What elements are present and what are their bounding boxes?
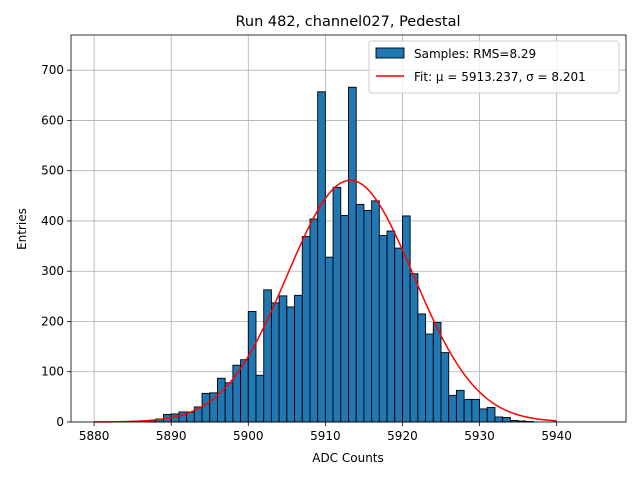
chart-title: Run 482, channel027, Pedestal	[235, 14, 460, 30]
y-axis-ticks: 0 100 200 300 400 500 600 700	[41, 63, 71, 429]
y-tick-label: 700	[41, 63, 64, 77]
x-axis-ticks: 5880 5890 5900 5910 5920 5930 5940	[79, 422, 572, 443]
histogram-bar	[409, 273, 419, 423]
x-tick-label: 5890	[156, 429, 187, 443]
legend-box	[368, 40, 620, 94]
legend-label-fit: Fit: μ = 5913.237, σ = 8.201	[414, 70, 586, 84]
y-tick-label: 300	[41, 264, 64, 278]
histogram-bar	[448, 394, 457, 423]
histogram-bar	[471, 398, 480, 423]
y-tick-label: 400	[41, 214, 64, 228]
x-tick-label: 5900	[233, 429, 264, 443]
histogram-bar	[355, 203, 365, 423]
histogram-bar	[425, 333, 434, 423]
y-tick-label: 0	[56, 415, 64, 429]
x-axis-label: ADC Counts	[312, 451, 384, 465]
y-tick-label: 500	[41, 164, 64, 178]
histogram-bar	[247, 310, 257, 423]
legend-label-histogram: Samples: RMS=8.29	[414, 47, 536, 61]
histogram-bar	[386, 230, 396, 423]
histogram-bar	[502, 417, 511, 423]
histogram-bar	[332, 186, 342, 423]
legend-swatch-histogram	[375, 47, 405, 59]
x-tick-label: 5910	[310, 429, 341, 443]
histogram-bar	[263, 289, 272, 423]
histogram-bar	[455, 389, 465, 423]
histogram-bar	[224, 382, 234, 423]
x-tick-label: 5940	[541, 429, 572, 443]
histogram-bar	[255, 374, 265, 423]
histogram-bar	[363, 209, 373, 423]
histogram-bar	[371, 200, 380, 423]
legend: Samples: RMS=8.29 Fit: μ = 5913.237, σ =…	[368, 40, 620, 94]
histogram-bar	[294, 294, 303, 423]
histogram-bar	[440, 352, 450, 423]
histogram-bar	[240, 359, 249, 423]
histogram-bar	[432, 322, 442, 423]
histogram-bar	[417, 313, 427, 423]
histogram-bar	[494, 416, 504, 423]
histogram-bar	[324, 256, 334, 423]
y-tick-label: 100	[41, 365, 64, 379]
histogram-bar	[201, 392, 211, 423]
histogram-bar	[378, 235, 388, 423]
histogram-bar	[301, 236, 311, 423]
histogram-bar	[286, 306, 295, 423]
y-tick-label: 600	[41, 113, 64, 127]
x-tick-label: 5920	[387, 429, 418, 443]
histogram-bar	[217, 377, 226, 423]
y-tick-label: 200	[41, 314, 64, 328]
histogram-bar	[402, 215, 411, 423]
histogram-bar	[348, 86, 357, 423]
histogram-bar	[479, 408, 488, 423]
histogram-bar	[394, 247, 403, 423]
plot-frame	[70, 34, 627, 423]
histogram-bar	[463, 398, 473, 423]
histogram-bar	[317, 91, 326, 423]
histogram-bar	[270, 302, 280, 423]
y-axis-label: Entries	[15, 208, 29, 250]
x-tick-label: 5930	[464, 429, 495, 443]
histogram-bar	[486, 406, 496, 423]
x-tick-label: 5880	[79, 429, 110, 443]
histogram-bar	[309, 218, 319, 423]
histogram-bar	[340, 214, 349, 423]
gaussian-fit-curve	[94, 179, 557, 423]
histogram-bar	[278, 295, 288, 423]
